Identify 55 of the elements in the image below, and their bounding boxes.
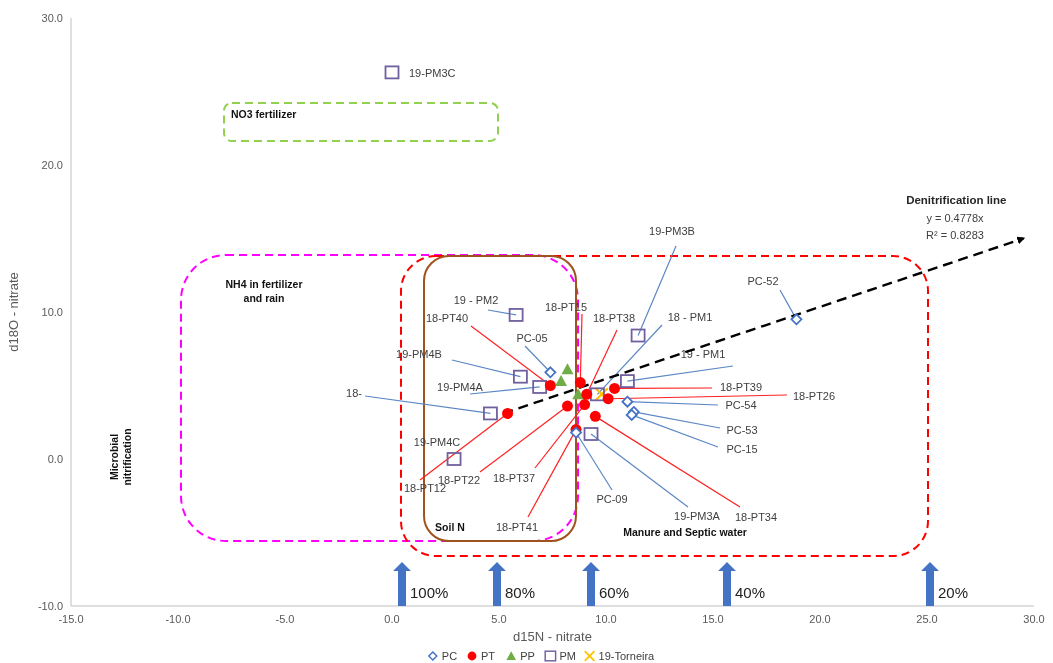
annotation: 18-PT41 — [495, 521, 539, 533]
annotation: PC-52 — [747, 275, 779, 287]
annotation: NH4 in fertilizer and rain — [225, 278, 303, 304]
annotation: R² = 0.8283 — [926, 229, 984, 241]
annotation: 18 - PM1 — [667, 311, 713, 323]
annotation: 19-PM3B — [649, 225, 695, 237]
x-tick-label: -5.0 — [275, 613, 295, 625]
x-tick-label: 30.0 — [1023, 613, 1045, 625]
annotation: 18-PT34 — [734, 511, 778, 523]
annotation: PC-15 — [726, 443, 758, 455]
annotation: PC-54 — [725, 399, 757, 411]
legend-label: PM — [559, 650, 576, 662]
annotation: Manure and Septic water — [623, 526, 747, 538]
y-tick-label: 20.0 — [41, 159, 63, 171]
annotation: NO3 fertilizer — [231, 108, 297, 120]
x-tick-label: 15.0 — [702, 613, 724, 625]
x-tick-label: 0.0 — [384, 613, 400, 625]
x-tick-label: 20.0 — [809, 613, 831, 625]
annotation: 19 - PM2 — [453, 294, 499, 306]
x-tick-label: -15.0 — [58, 613, 84, 625]
annotation: 40% — [735, 584, 766, 601]
x-tick-label: 10.0 — [595, 613, 617, 625]
annotation: y = 0.4778x — [926, 212, 985, 224]
legend-label: 19-Torneira — [598, 650, 656, 662]
text: Denitrification line — [906, 193, 1007, 206]
legend-label: PC — [441, 650, 458, 662]
y-tick-label: -10.0 — [37, 600, 63, 612]
annotation: 80% — [505, 584, 536, 601]
annotation: 18-PT37 — [492, 472, 536, 484]
annotation: 18- — [346, 387, 363, 399]
annotation: 18-PT39 — [719, 381, 763, 393]
annotation: 60% — [599, 584, 630, 601]
annotation: 20% — [938, 584, 969, 601]
legend-label: PP — [520, 650, 535, 662]
annotation: Soil N — [435, 521, 465, 533]
y-tick-label: 0.0 — [47, 453, 63, 465]
y-axis-title: d18O - nitrate — [6, 272, 21, 352]
annotation: PC-53 — [726, 424, 758, 436]
annotation: PC-05 — [516, 332, 548, 344]
annotation: 19-PM4A — [437, 381, 484, 393]
annotation: 19-PM3C — [409, 67, 456, 80]
annotation: 18-PT38 — [592, 312, 636, 324]
x-tick-label: 5.0 — [491, 613, 507, 625]
y-tick-label: 10.0 — [41, 306, 63, 318]
x-axis-title: d15N - nitrate — [513, 629, 592, 644]
x-tick-label: 25.0 — [916, 613, 938, 625]
annotation: 19-PM3A — [674, 510, 721, 522]
annotation: PC-09 — [596, 493, 628, 505]
legend-label: PT — [481, 650, 496, 662]
x-tick-label: -10.0 — [165, 613, 191, 625]
annotation: 18-PT26 — [792, 390, 836, 402]
annotation: 100% — [410, 584, 449, 601]
y-tick-label: 30.0 — [41, 12, 63, 24]
annotation: 18-PT40 — [425, 312, 469, 324]
annotation: Microbial nitrification — [108, 428, 133, 486]
